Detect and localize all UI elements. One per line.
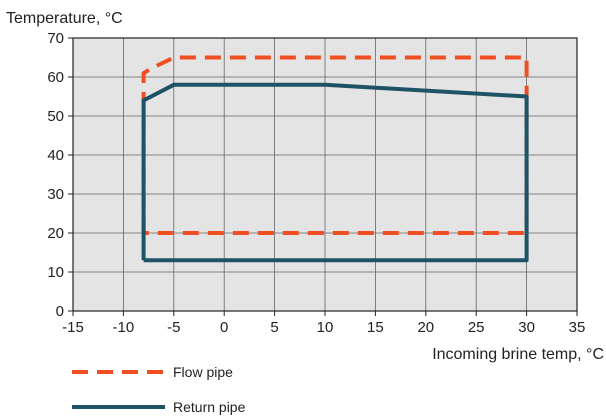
legend-label-flow: Flow pipe [173, 364, 233, 380]
x-tick-label: -5 [167, 319, 180, 336]
x-tick-label: 20 [417, 319, 434, 336]
y-tick-label: 70 [47, 30, 64, 47]
axes [68, 37, 578, 316]
y-tick-label: 50 [47, 108, 64, 125]
x-tick-label: 25 [468, 319, 485, 336]
x-tick-label: 30 [518, 319, 535, 336]
legend: Flow pipe Return pipe [72, 364, 246, 415]
return-pipe-line [141, 82, 529, 263]
x-tick-label: 0 [220, 319, 228, 336]
x-tick-label: -10 [113, 319, 135, 336]
y-tick-label: 60 [47, 69, 64, 86]
legend-item-return: Return pipe [72, 399, 246, 415]
y-tick-label: 10 [47, 264, 64, 281]
y-tick-label: 30 [47, 186, 64, 203]
y-axis-label: Temperature, °C [6, 10, 123, 27]
x-axis-label: Incoming brine temp, °C [432, 346, 604, 363]
tick-labels: -15 -10 -5 0 5 10 15 20 25 30 35 0 10 20 30 40 50 60 70 [47, 30, 585, 336]
plot-frame [72, 37, 578, 312]
x-tick-label: 5 [270, 319, 278, 336]
y-tick-label: 20 [47, 225, 64, 242]
series-layer [141, 55, 529, 263]
legend-label-return: Return pipe [173, 399, 246, 415]
y-tick-label: 40 [47, 147, 64, 164]
x-tick-label: 10 [317, 319, 334, 336]
legend-item-flow: Flow pipe [72, 364, 233, 380]
x-tick-label: 15 [367, 319, 384, 336]
flow-pipe-line [141, 55, 529, 235]
y-tick-label: 0 [56, 303, 64, 320]
x-tick-label: -15 [62, 319, 84, 336]
x-tick-label: 35 [569, 319, 586, 336]
